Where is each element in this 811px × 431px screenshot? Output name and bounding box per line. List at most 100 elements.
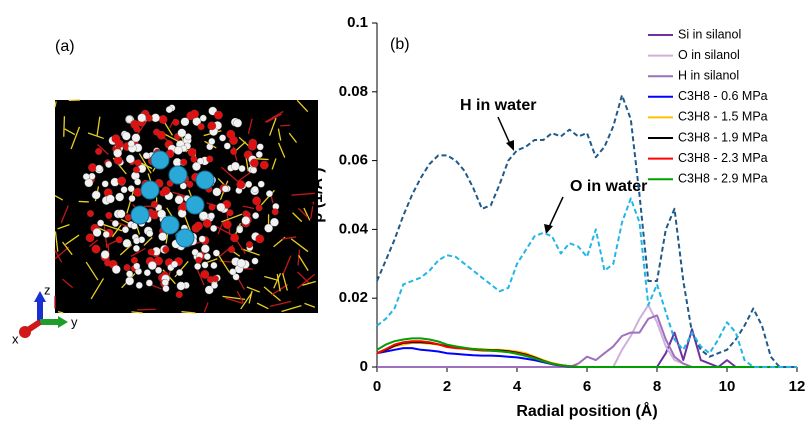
silica-bond bbox=[60, 205, 69, 224]
series-line bbox=[376, 341, 797, 368]
atom bbox=[87, 210, 94, 218]
atom bbox=[204, 285, 214, 295]
legend-label: C3H8 - 2.3 MPa bbox=[678, 151, 768, 165]
atom bbox=[147, 261, 157, 270]
silica-bond bbox=[281, 304, 302, 313]
atom bbox=[210, 224, 218, 232]
x-arrow bbox=[26, 319, 42, 333]
atom bbox=[115, 236, 123, 244]
propane-atom bbox=[130, 205, 150, 225]
atom bbox=[130, 222, 138, 230]
atom bbox=[175, 291, 183, 299]
atom bbox=[101, 180, 109, 188]
atom bbox=[231, 161, 240, 171]
silica-bond bbox=[281, 236, 297, 240]
y-tick-label: 0.02 bbox=[339, 289, 368, 306]
atom bbox=[113, 148, 122, 158]
atom bbox=[265, 190, 273, 198]
atom bbox=[88, 163, 97, 172]
atom bbox=[173, 146, 183, 155]
annotation-arrow bbox=[497, 116, 512, 147]
atom bbox=[125, 154, 135, 164]
atom bbox=[131, 133, 141, 143]
silica-bond bbox=[136, 308, 156, 311]
atom bbox=[207, 121, 217, 131]
atom bbox=[241, 216, 251, 225]
atom bbox=[194, 221, 203, 231]
silica-bond bbox=[64, 128, 76, 136]
silica-bond bbox=[256, 302, 269, 310]
silica-bond bbox=[290, 238, 309, 253]
atom bbox=[214, 110, 223, 120]
silica-bond bbox=[96, 116, 101, 136]
silica-bond bbox=[54, 246, 70, 260]
atom bbox=[145, 114, 153, 122]
propane-atom bbox=[150, 150, 170, 170]
silica-bond bbox=[277, 128, 282, 141]
silica-bond bbox=[62, 278, 74, 289]
atom bbox=[191, 248, 199, 256]
atom bbox=[226, 129, 236, 139]
atom bbox=[176, 281, 186, 291]
panel-label: (b) bbox=[390, 36, 410, 53]
atom bbox=[105, 211, 113, 219]
atom bbox=[157, 130, 166, 140]
atom bbox=[255, 234, 265, 244]
y-arrow-head bbox=[58, 316, 68, 328]
silica-bond bbox=[57, 224, 70, 230]
atom bbox=[111, 220, 119, 228]
atom bbox=[159, 189, 167, 197]
silica-bond bbox=[264, 275, 278, 281]
y-tick-label: 0.04 bbox=[339, 220, 369, 237]
silica-bond bbox=[297, 249, 301, 266]
atom bbox=[162, 246, 170, 253]
atom bbox=[123, 264, 131, 272]
atom bbox=[208, 203, 216, 211]
atom bbox=[133, 262, 141, 270]
atom bbox=[115, 192, 125, 202]
legend-label: C3H8 - 1.5 MPa bbox=[678, 110, 768, 124]
silica-bond bbox=[292, 212, 303, 223]
atom bbox=[270, 217, 279, 227]
annotation: H in water bbox=[460, 97, 536, 114]
atom bbox=[158, 232, 167, 241]
silica-bond bbox=[288, 132, 298, 143]
atom bbox=[125, 115, 133, 123]
atom bbox=[137, 113, 147, 123]
atom bbox=[256, 143, 264, 151]
legend-label: C3H8 - 2.9 MPa bbox=[678, 171, 768, 185]
propane-atom bbox=[195, 170, 215, 190]
legend-label: O in silanol bbox=[678, 48, 740, 62]
atom bbox=[100, 250, 110, 259]
atom bbox=[190, 109, 199, 119]
silica-bond bbox=[276, 273, 281, 292]
atom bbox=[255, 151, 263, 158]
atom bbox=[202, 219, 212, 228]
atom bbox=[92, 228, 102, 237]
propane-atom bbox=[175, 228, 195, 248]
atom bbox=[85, 233, 95, 243]
silica-bond bbox=[138, 153, 152, 174]
silica-bond bbox=[63, 116, 66, 137]
atom bbox=[95, 164, 103, 172]
silica-bond bbox=[217, 221, 224, 235]
atom bbox=[133, 237, 141, 245]
atom bbox=[165, 106, 173, 114]
atom bbox=[221, 185, 229, 193]
atom bbox=[155, 266, 163, 274]
atom bbox=[199, 211, 209, 221]
y-tick-label: 0 bbox=[360, 358, 368, 375]
atom bbox=[195, 256, 203, 264]
atom bbox=[105, 160, 113, 168]
atom bbox=[116, 209, 126, 219]
atom bbox=[120, 186, 128, 194]
silica-bond bbox=[303, 207, 311, 221]
atom bbox=[238, 165, 246, 173]
atom bbox=[125, 276, 135, 286]
silica-bond bbox=[88, 239, 99, 248]
atom bbox=[251, 257, 259, 265]
atom bbox=[91, 244, 101, 254]
atom bbox=[212, 187, 222, 197]
atom bbox=[135, 281, 143, 289]
atom bbox=[82, 173, 90, 181]
